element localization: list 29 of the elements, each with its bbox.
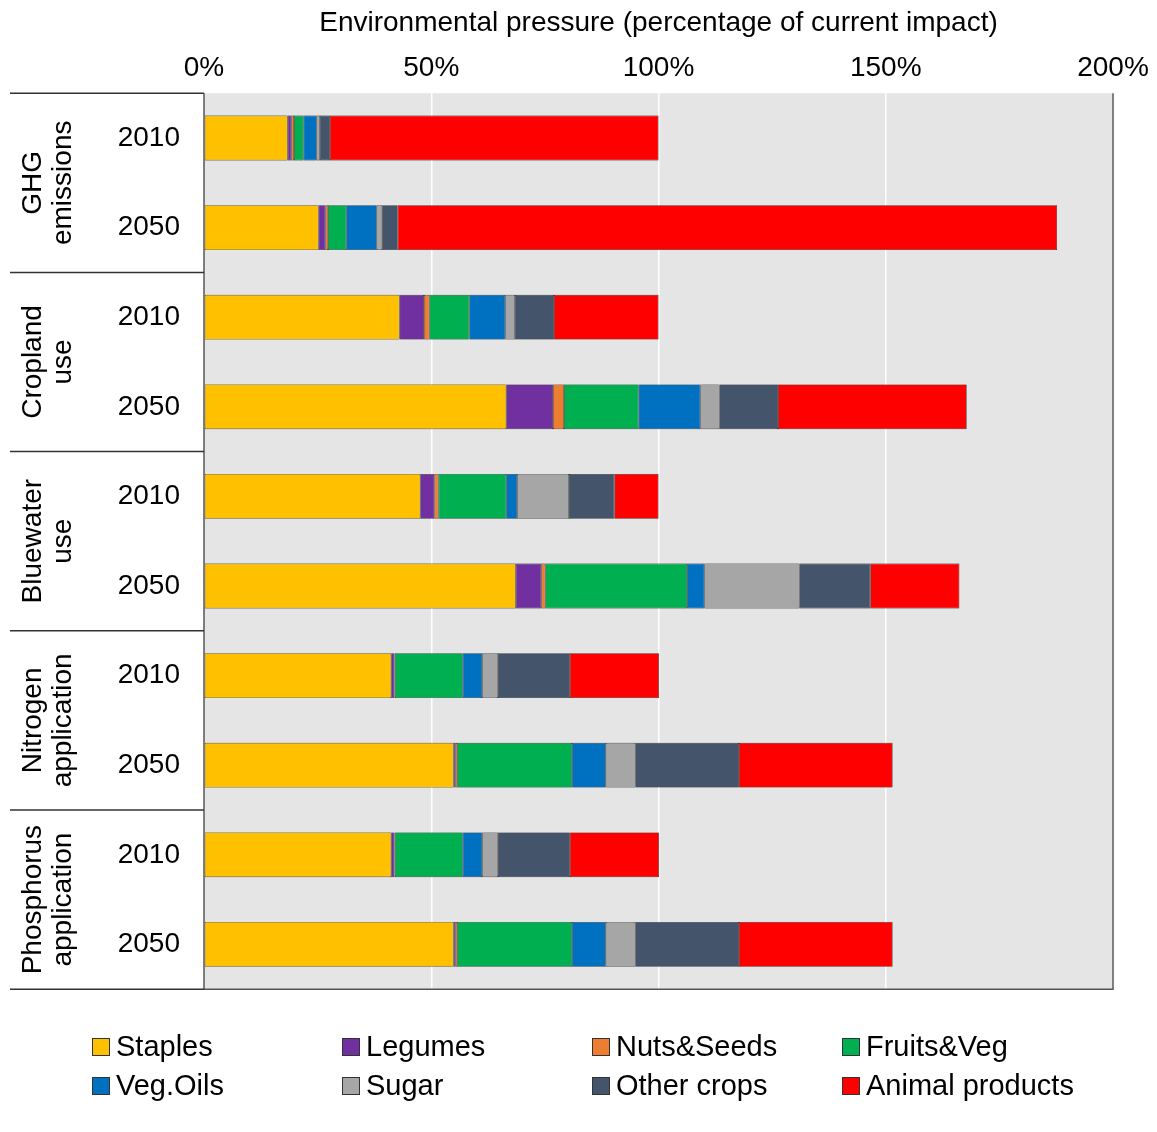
text: Phosphorus application (15, 824, 77, 975)
x-tick-label: 0% (183, 51, 225, 83)
legend-label: Nuts&Seeds (616, 1030, 778, 1063)
legend-label: Staples (116, 1030, 213, 1063)
y-tick-label: 2050 (117, 389, 180, 421)
legend-label: Other crops (616, 1069, 768, 1102)
y-tick-label: 2050 (117, 747, 180, 779)
x-tick-label: 200% (1077, 51, 1149, 83)
legend-label: Animal products (866, 1069, 1074, 1102)
y-tick-label: 2010 (117, 479, 180, 511)
legend-label: Legumes (366, 1030, 486, 1063)
text: Bluewater use (15, 478, 77, 604)
x-tick-label: 100% (622, 51, 695, 83)
text: Nitrogen application (15, 653, 77, 788)
y-tick-label: 2010 (117, 837, 180, 869)
legend-label: Veg.Oils (116, 1069, 224, 1102)
x-tick-label: 50% (403, 51, 460, 83)
y-tick-label: 2050 (117, 927, 180, 959)
text: Cropland use (15, 305, 77, 419)
x-axis-title: Environmental pressure (percentage of current impact) (319, 5, 998, 37)
y-tick-label: 2010 (117, 120, 180, 152)
text: GHG emissions (15, 120, 77, 246)
y-tick-label: 2050 (117, 568, 180, 600)
x-tick-label: 150% (849, 51, 922, 83)
legend-label: Fruits&Veg (866, 1030, 1008, 1063)
legend-label: Sugar (366, 1069, 444, 1102)
y-tick-label: 2050 (117, 210, 180, 242)
y-tick-label: 2010 (117, 299, 180, 331)
y-tick-label: 2010 (117, 658, 180, 690)
